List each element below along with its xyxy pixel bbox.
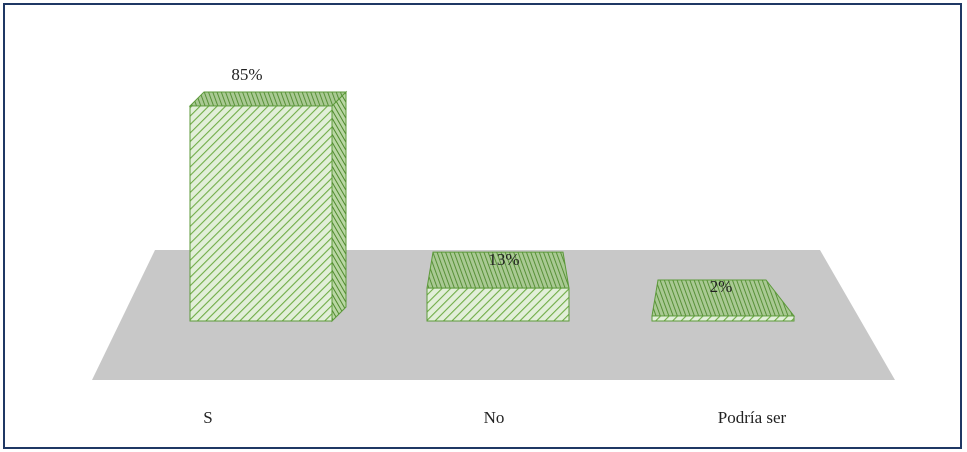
bar-top <box>188 91 348 107</box>
bar-2 <box>426 251 570 322</box>
data-label: 85% <box>231 65 262 84</box>
bars-group <box>188 90 796 323</box>
category-label: S <box>203 408 212 427</box>
bar-side <box>331 90 347 323</box>
bar-1 <box>188 90 348 323</box>
data-label: 2% <box>710 277 733 296</box>
bar-front <box>189 105 333 322</box>
bar-3 <box>651 279 796 322</box>
bar-front <box>651 315 795 322</box>
labels-group: 85% S 13% No 2% Podría ser <box>203 65 786 427</box>
bar-front <box>426 287 570 322</box>
category-label: Podría ser <box>718 408 787 427</box>
category-label: No <box>484 408 505 427</box>
data-label: 13% <box>488 250 519 269</box>
